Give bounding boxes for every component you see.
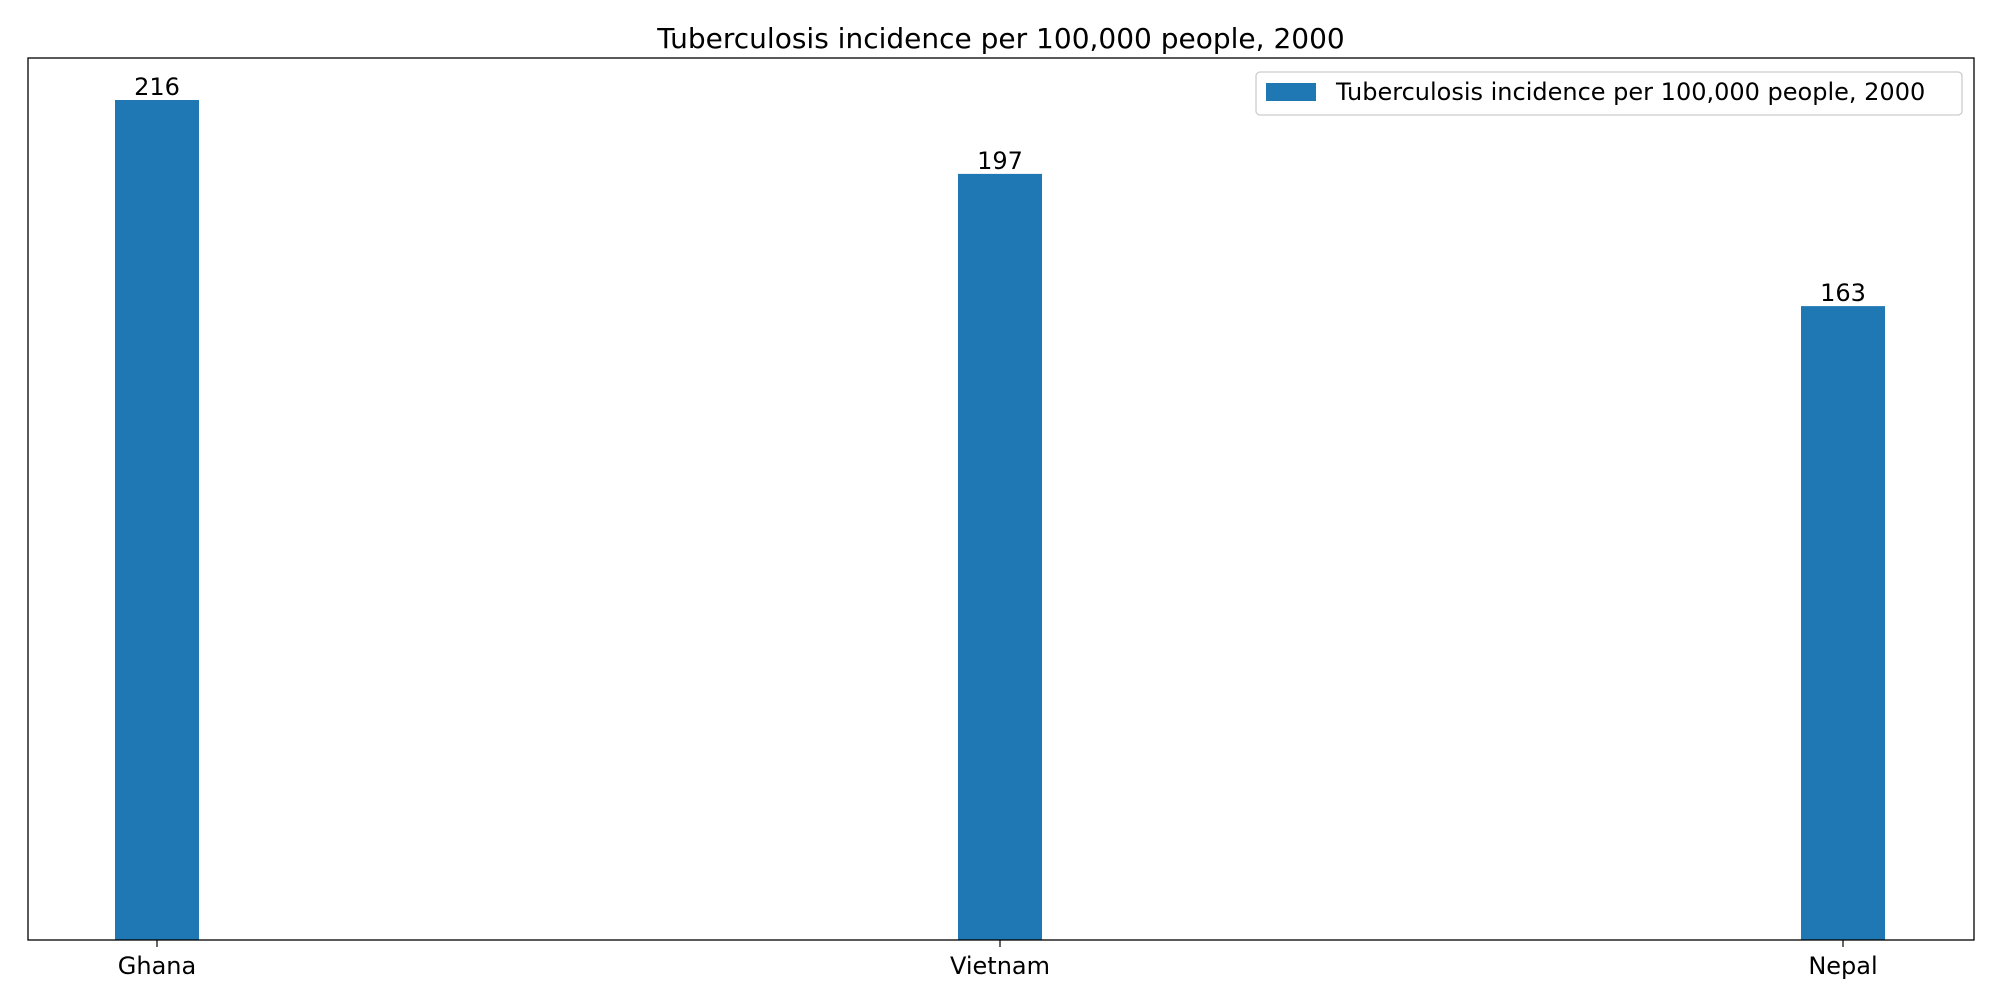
bar-nepal	[1801, 306, 1885, 941]
legend-swatch	[1266, 83, 1316, 101]
bar-value-label: 216	[134, 73, 180, 101]
x-axis: Ghana Vietnam Nepal	[118, 940, 1878, 980]
bar-vietnam	[958, 173, 1042, 940]
chart-title: Tuberculosis incidence per 100,000 peopl…	[656, 22, 1344, 55]
x-tick-label: Ghana	[118, 952, 196, 980]
legend-label: Tuberculosis incidence per 100,000 peopl…	[1335, 78, 1925, 106]
legend-box	[1255, 71, 1963, 116]
legend: Tuberculosis incidence per 100,000 peopl…	[1255, 71, 1963, 116]
bar-value-label: 163	[1820, 279, 1866, 307]
bar-label-group: 216 197 163	[134, 73, 1866, 307]
x-tick-label: Vietnam	[950, 952, 1050, 980]
x-tick-label: Nepal	[1808, 952, 1877, 980]
bar-value-label: 197	[977, 147, 1023, 175]
bar-group	[115, 100, 1885, 941]
bar-ghana	[115, 100, 199, 940]
plot-frame	[27, 57, 1975, 941]
